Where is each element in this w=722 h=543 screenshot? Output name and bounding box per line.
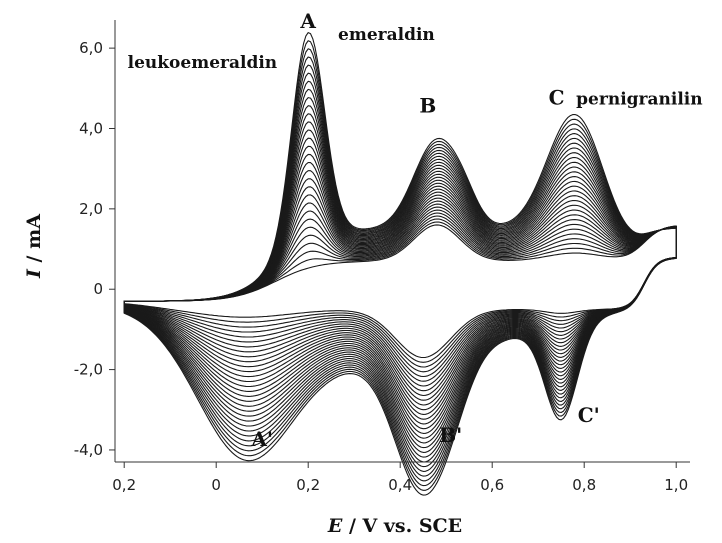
x-tick-label: 1,0: [664, 476, 688, 494]
y-tick-label: -4,0: [74, 441, 103, 459]
peak-label: C: [549, 85, 565, 109]
y-axis-title-var: I: [23, 268, 45, 279]
cv-cycle-curve: [123, 153, 677, 425]
y-axis-title-rest: / mA: [23, 214, 45, 269]
peak-label: B': [439, 423, 462, 447]
x-tick-label: 0,4: [388, 476, 412, 494]
x-tick-label: 0,2: [296, 476, 320, 494]
y-tick-label: 2,0: [79, 200, 103, 218]
state-label: emeraldin: [338, 25, 435, 45]
y-tick-label: 0: [93, 280, 103, 298]
y-tick-label: 6,0: [79, 39, 103, 57]
x-axis-title: E / V vs. SCE: [327, 515, 462, 537]
peak-label: B: [419, 93, 436, 117]
y-axis-title: I / mA: [23, 214, 45, 279]
x-axis-title-var: E: [327, 515, 343, 537]
peak-label: A': [250, 427, 273, 451]
y-ticks: 6,0 4,0 2,0 0 -2,0 -4,0: [74, 39, 115, 459]
y-tick-label: -2,0: [74, 361, 103, 379]
x-tick-label: 0: [211, 476, 221, 494]
x-tick-label: 0,6: [480, 476, 504, 494]
annotations: A B C A' B' C' emeraldin leukoemeraldin pernigra…: [128, 9, 703, 451]
x-tick-label: 0,2: [112, 476, 136, 494]
peak-label: A: [299, 9, 316, 33]
peak-label: C': [578, 403, 600, 427]
x-axis-title-rest: / V vs. SCE: [342, 515, 462, 537]
cv-cycle-curve: [123, 32, 677, 496]
x-tick-label: 0,8: [572, 476, 596, 494]
y-tick-label: 4,0: [79, 119, 103, 137]
state-label: leukoemeraldin: [128, 53, 278, 73]
state-label: pernigranilin: [576, 89, 702, 109]
cv-curves: [123, 32, 677, 496]
x-ticks: 0,2 0 0,2 0,4 0,6 0,8 1,0: [112, 462, 688, 494]
